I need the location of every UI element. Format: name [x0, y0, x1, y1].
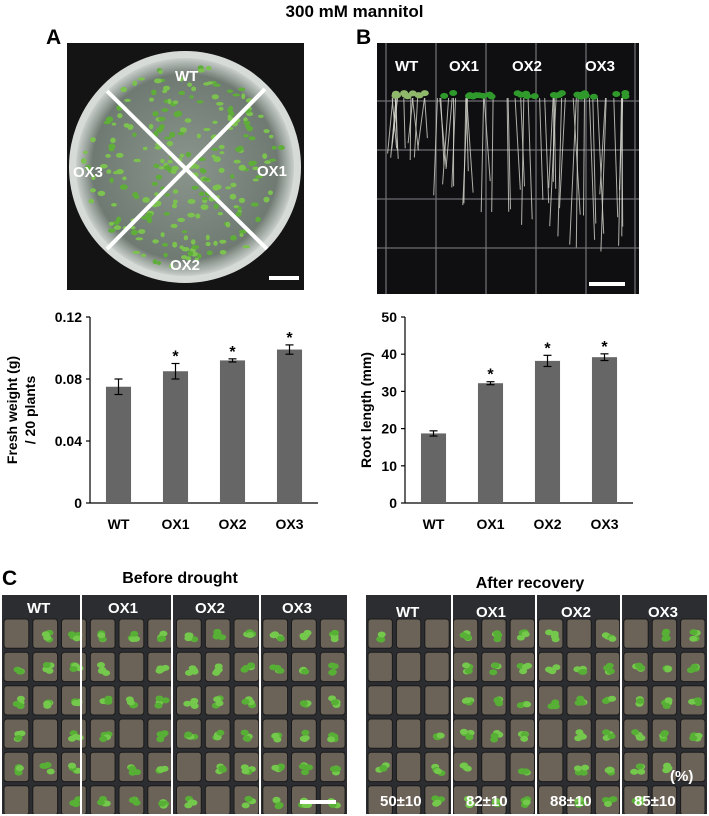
seedling-leaves — [391, 90, 630, 100]
y-tick-label: 10 — [381, 458, 397, 474]
lane-label-ox2: OX2 — [512, 58, 542, 75]
significance-star: * — [172, 349, 179, 366]
bar — [162, 371, 189, 503]
x-tick-label: WT — [423, 516, 445, 532]
bar — [105, 386, 132, 503]
scale-bar — [300, 800, 336, 804]
lane-label-ox1: OX1 — [449, 58, 479, 75]
panel-b-label: B — [356, 26, 372, 49]
x-tick-label: OX1 — [476, 516, 504, 532]
y-tick-label: 0 — [74, 495, 82, 511]
bar — [219, 360, 246, 503]
plate-label-ox3: OX3 — [73, 164, 103, 181]
root-length-chart: 0 10 20 30 40 50 WT * OX1 * OX2 * OX3 Root length (mm… — [358, 309, 633, 532]
before-drought-photo: WT OX1 OX2 OX3 — [2, 595, 347, 814]
seedlings — [80, 65, 285, 269]
x-tick-label: OX2 — [218, 516, 246, 532]
roots — [387, 97, 624, 252]
y-tick-label: 0.12 — [55, 309, 82, 325]
before-drought-title: Before drought — [122, 570, 238, 587]
bar — [534, 360, 561, 503]
bar — [591, 357, 618, 503]
tray-label-ox2: OX2 — [561, 604, 591, 621]
plate-label-ox2: OX2 — [170, 257, 200, 274]
significance-star: * — [286, 330, 293, 347]
root-plate-photo: WT OX1 OX2 OX3 — [377, 43, 639, 294]
x-tick-label: OX3 — [275, 516, 303, 532]
tray-label-ox3: OX3 — [648, 604, 678, 621]
bar — [276, 349, 303, 503]
bar — [420, 433, 447, 503]
y-axis-label: Fresh weight (g) — [4, 356, 20, 464]
x-tick-label: OX3 — [590, 516, 618, 532]
tray-label-wt: WT — [27, 600, 50, 617]
grid — [377, 43, 639, 294]
figure-title: 300 mM mannitol — [285, 2, 424, 21]
tray-label-wt: WT — [396, 604, 419, 621]
lane-label-wt: WT — [395, 58, 418, 75]
panel-c-label: C — [2, 567, 18, 590]
lane-label-ox3: OX3 — [585, 58, 615, 75]
y-axis-label: / 20 plants — [22, 376, 38, 445]
bar — [477, 383, 504, 503]
y-tick-label: 0.04 — [55, 433, 82, 449]
x-tick-label: OX1 — [161, 516, 189, 532]
y-tick-label: 50 — [381, 309, 397, 325]
scale-bar — [589, 282, 625, 286]
panel-a-label: A — [46, 26, 62, 49]
after-recovery-title: After recovery — [475, 575, 585, 592]
x-tick-label: OX2 — [533, 516, 561, 532]
survival-unit: (%) — [670, 768, 693, 785]
plate-label-ox1: OX1 — [257, 163, 287, 180]
y-tick-label: 40 — [381, 346, 397, 362]
y-tick-label: 0.08 — [55, 371, 82, 387]
tray-label-ox1: OX1 — [476, 604, 506, 621]
y-tick-label: 30 — [381, 383, 397, 399]
tray-label-ox1: OX1 — [108, 600, 138, 617]
y-axis-label: Root length (mm) — [358, 352, 374, 468]
survival-ox2: 88±10 — [550, 793, 592, 810]
survival-ox3: 85±10 — [634, 793, 676, 810]
survival-wt: 50±10 — [380, 793, 422, 810]
tray-label-ox2: OX2 — [195, 600, 225, 617]
tray-label-ox3: OX3 — [282, 600, 312, 617]
plate-label-wt: WT — [175, 68, 198, 85]
significance-star: * — [229, 344, 236, 361]
x-tick-label: WT — [108, 516, 130, 532]
scale-bar — [269, 276, 299, 280]
significance-star: * — [544, 340, 551, 357]
significance-star: * — [487, 367, 494, 384]
y-tick-label: 0 — [389, 495, 397, 511]
y-tick-label: 20 — [381, 421, 397, 437]
petri-dish-photo: WT OX1 OX2 OX3 — [67, 43, 304, 290]
survival-ox1: 82±10 — [466, 793, 508, 810]
significance-star: * — [601, 339, 608, 356]
after-recovery-photo: WT OX1 OX2 OX3 (%) 50±10 82±10 88±10 85±… — [366, 595, 707, 814]
fresh-weight-chart: 0 0.04 0.08 0.12 WT * OX1 * OX2 * OX3 Fresh weight … — [4, 309, 318, 532]
